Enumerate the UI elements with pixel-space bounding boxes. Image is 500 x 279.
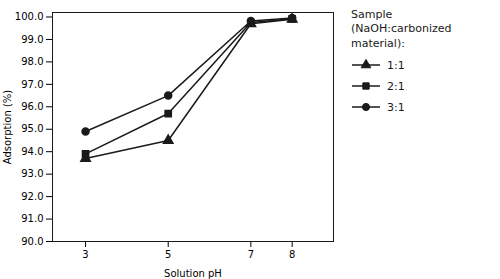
svg-text:91.0: 91.0	[21, 213, 43, 224]
svg-text:95.0: 95.0	[21, 123, 43, 134]
svg-text:7: 7	[248, 249, 254, 260]
svg-text:Solution pH: Solution pH	[164, 268, 222, 279]
html-text:3:1: 3:1	[387, 100, 405, 114]
svg-text:8: 8	[289, 249, 295, 260]
svg-text:Adsorption (%): Adsorption (%)	[2, 90, 13, 165]
svg-text:97.0: 97.0	[21, 79, 43, 90]
svg-text:5: 5	[165, 249, 171, 260]
html-text:1:1: 1:1	[387, 58, 405, 72]
svg-text:98.0: 98.0	[21, 56, 43, 67]
svg-text:92.0: 92.0	[21, 191, 43, 202]
svg-text:93.0: 93.0	[21, 168, 43, 179]
html-text:Sample (NaOH:carbonized materi: Sample (NaOH:carbonized material):	[351, 8, 452, 50]
svg-text:90.0: 90.0	[21, 236, 43, 247]
svg-text:3: 3	[82, 249, 88, 260]
html-text:2:1: 2:1	[387, 79, 405, 93]
svg-text:94.0: 94.0	[21, 146, 43, 157]
svg-text:96.0: 96.0	[21, 101, 43, 112]
svg-text:99.0: 99.0	[21, 34, 43, 45]
svg-text:100.0: 100.0	[15, 11, 44, 22]
